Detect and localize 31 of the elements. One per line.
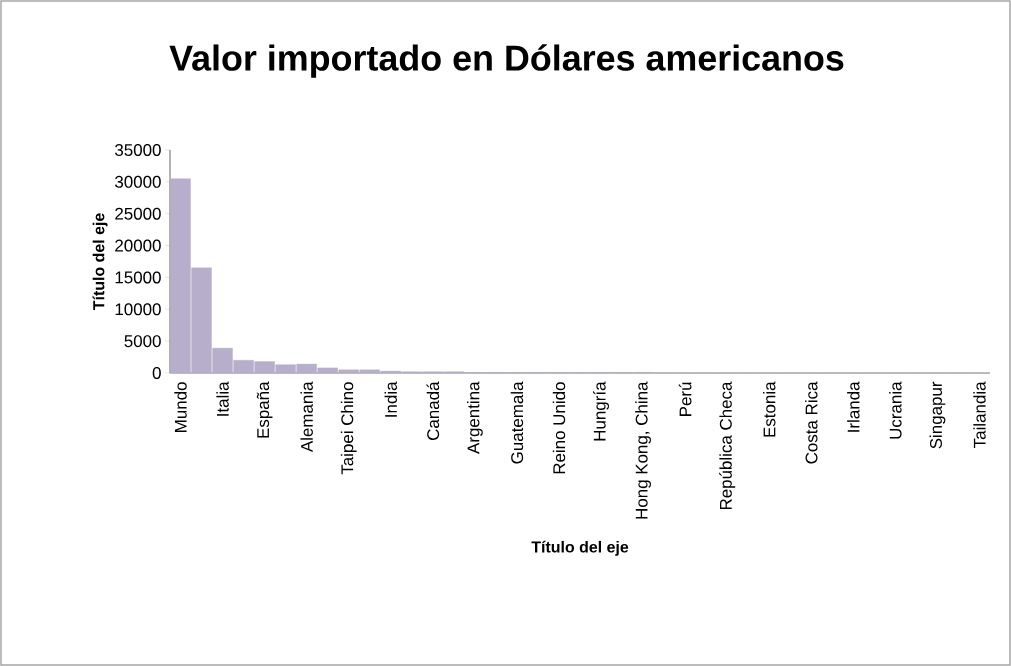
x-tick-label: Costa Rica: [805, 381, 818, 464]
x-tick-label: India: [384, 381, 397, 417]
x-tick-label: República Checa: [719, 381, 736, 510]
y-axis-title: Título del eje: [92, 213, 108, 311]
x-tick-label: Reino Unido: [552, 382, 566, 474]
y-tick-label: 30000: [115, 175, 161, 188]
x-tick-label: Alemania: [300, 381, 313, 453]
y-tick-label: 5000: [124, 335, 161, 348]
x-tick-label: Italia: [216, 381, 229, 416]
x-tick-label: Taipei Chino: [340, 382, 357, 475]
x-tick-label: Argentina: [466, 381, 483, 454]
x-tick-label: Hungría: [593, 381, 610, 441]
x-tick-label: Estonia: [763, 381, 776, 437]
y-tick-label: 15000: [115, 271, 161, 284]
x-tick-label: Perú: [678, 382, 692, 416]
x-tick-label: Mundo: [174, 382, 187, 432]
x-tick-label: Singapur: [929, 381, 946, 449]
x-tick-label: España: [256, 381, 273, 438]
x-tick-label: Canadá: [426, 381, 440, 440]
y-tick-label: 35000: [115, 144, 161, 156]
y-tick-label: 0: [152, 367, 161, 379]
x-tick-label: Guatemala: [510, 381, 524, 464]
x-tick-label: Irlanda: [847, 381, 860, 432]
x-tick-label: Tailandia: [973, 381, 986, 448]
y-tick-label: 10000: [115, 303, 161, 316]
x-tick-label: Hong Kong, China: [635, 381, 651, 519]
x-axis-title: Título del eje: [531, 540, 629, 556]
y-tick-label: 20000: [115, 239, 161, 252]
x-tick-label: Ucrania: [889, 381, 902, 439]
y-tick-label: 25000: [115, 207, 161, 220]
chart-title: Valor importado en Dólares americanos: [169, 44, 844, 78]
